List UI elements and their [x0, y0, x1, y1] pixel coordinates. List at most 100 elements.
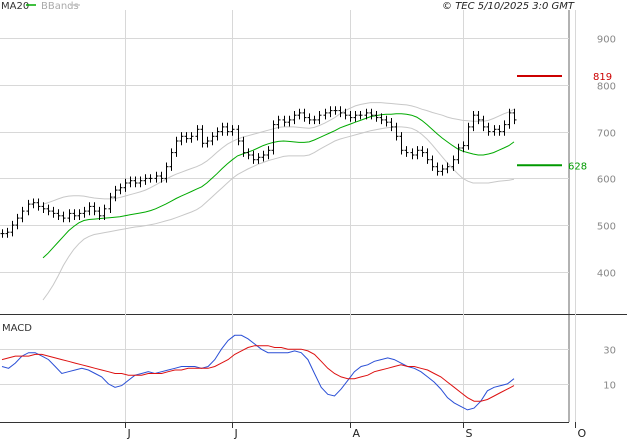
- price-bar: [282, 115, 287, 127]
- resistance-label: 819: [593, 72, 612, 83]
- price-bar: [338, 106, 343, 118]
- price-bar: [440, 164, 445, 176]
- price-bars: [0, 106, 517, 238]
- month-label: O: [578, 427, 587, 440]
- grid-lines: [0, 10, 576, 422]
- price-bar: [323, 108, 328, 120]
- price-bar: [307, 113, 312, 125]
- price-bar: [128, 176, 133, 188]
- macd-tick-label: 30: [603, 346, 616, 357]
- legend-ma20: MA20: [1, 1, 29, 12]
- price-bar: [404, 146, 409, 157]
- price-tick-label: 600: [597, 175, 616, 186]
- price-bar: [507, 108, 512, 129]
- support-label: 628: [568, 161, 587, 172]
- price-bar: [72, 209, 77, 220]
- price-bar: [159, 171, 164, 183]
- price-tick-label: 400: [597, 269, 616, 280]
- price-bar: [492, 125, 497, 136]
- price-bar: [358, 111, 363, 120]
- price-bar: [108, 192, 113, 213]
- price-bar: [5, 227, 10, 238]
- price-bar: [82, 206, 87, 218]
- price-bar: [67, 209, 72, 223]
- month-label: S: [466, 427, 473, 440]
- price-bar: [138, 176, 143, 188]
- price-bar: [154, 171, 159, 183]
- price-bar: [143, 174, 148, 185]
- price-bar: [379, 113, 384, 125]
- price-tick-label: 900: [597, 35, 616, 46]
- copyright-text: © TEC 5/10/2025 3:0 GMT: [442, 1, 575, 12]
- price-bar: [302, 108, 307, 122]
- month-label: J: [127, 427, 131, 440]
- price-bar: [20, 206, 25, 223]
- macd-tick-label: 10: [603, 381, 616, 392]
- price-bar: [292, 111, 297, 125]
- price-bar: [481, 115, 486, 132]
- price-bar: [246, 148, 251, 160]
- price-bar: [205, 136, 210, 148]
- price-bar: [61, 211, 66, 223]
- bband-lower-line: [42, 126, 515, 301]
- price-bar: [297, 108, 302, 120]
- price-bar: [364, 108, 369, 120]
- price-bar: [26, 199, 31, 216]
- price-bar: [10, 220, 15, 237]
- price-bar: [15, 213, 20, 230]
- price-bar: [261, 150, 266, 162]
- macd-y-axis: 10 30: [603, 346, 616, 392]
- price-bar: [415, 146, 420, 160]
- price-tick-label: 700: [597, 129, 616, 140]
- price-bar: [113, 185, 118, 202]
- price-tick-label: 500: [597, 222, 616, 233]
- price-bar: [374, 111, 379, 122]
- price-bar: [256, 153, 261, 164]
- price-bar: [502, 120, 507, 136]
- price-bar: [420, 146, 425, 157]
- price-bar: [77, 209, 82, 220]
- price-bar: [251, 150, 256, 164]
- price-bar: [164, 162, 169, 183]
- price-bar: [195, 125, 200, 141]
- price-bar: [430, 155, 435, 171]
- price-bar: [51, 206, 56, 218]
- price-bar: [287, 115, 292, 127]
- price-bar: [369, 108, 374, 120]
- price-y-axis: 400 500 600 700 800 900: [597, 35, 616, 280]
- price-bar: [210, 132, 215, 146]
- price-bar: [328, 106, 333, 118]
- price-bar: [435, 162, 440, 176]
- price-bar: [184, 132, 189, 143]
- price-bar: [123, 178, 128, 192]
- price-bar: [225, 122, 230, 136]
- price-bar: [384, 115, 389, 127]
- legend-bbands: BBands: [41, 1, 79, 12]
- macd-panel-label: MACD: [2, 323, 32, 334]
- price-bar: [348, 111, 353, 122]
- price-bar: [466, 122, 471, 150]
- price-bar: [312, 115, 317, 125]
- macd-signal-line: [1, 345, 515, 402]
- price-bar: [148, 174, 153, 183]
- price-bar: [425, 148, 430, 164]
- price-bar: [97, 206, 102, 220]
- price-bar: [451, 155, 456, 171]
- month-label: J: [234, 427, 238, 440]
- price-bar: [133, 176, 138, 188]
- price-bar: [276, 115, 281, 129]
- price-bar: [118, 183, 123, 195]
- price-bar: [512, 108, 517, 125]
- price-bar: [241, 136, 246, 157]
- price-panel-area: [0, 10, 569, 314]
- price-bar: [399, 132, 404, 155]
- price-bar: [394, 122, 399, 141]
- price-tick-label: 800: [597, 82, 616, 93]
- price-bar: [445, 162, 450, 174]
- price-bar: [456, 143, 461, 164]
- price-bar: [486, 122, 491, 136]
- macd-panel-area: [0, 318, 569, 422]
- price-bar: [31, 198, 36, 209]
